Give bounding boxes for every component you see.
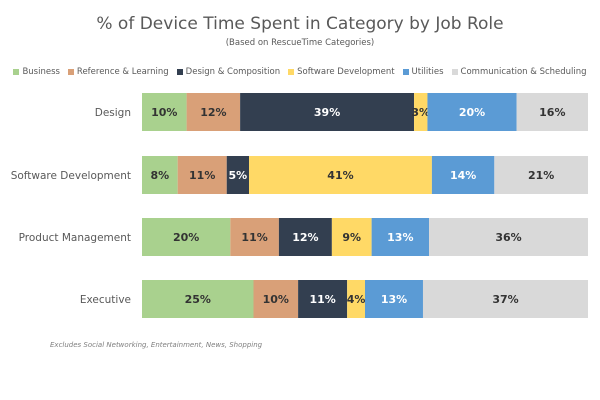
bar-segment <box>298 280 348 318</box>
data-label: 11% <box>309 293 335 306</box>
legend-swatch <box>451 69 458 75</box>
data-label: 41% <box>327 169 353 182</box>
legend-label: Utilities <box>411 67 444 77</box>
bar-segment <box>240 93 415 131</box>
data-label: 8% <box>150 169 169 182</box>
bar-segment <box>253 280 299 318</box>
data-label: 10% <box>263 293 289 306</box>
data-label: 11% <box>241 231 267 244</box>
legend-swatch <box>288 69 295 75</box>
legend-swatch <box>402 69 409 75</box>
bar-segment <box>331 218 372 256</box>
data-label: 21% <box>528 169 554 182</box>
data-label: 9% <box>342 231 361 244</box>
legend-swatch <box>67 69 74 75</box>
category-label: Software Development <box>11 170 131 182</box>
data-label: 37% <box>492 293 518 306</box>
legend-label: Software Development <box>297 67 395 77</box>
bar-segment <box>142 218 231 256</box>
legend-label: Communication & Scheduling <box>460 67 587 77</box>
bar-segment <box>371 218 430 256</box>
bar-segment <box>142 93 187 131</box>
category-label: Design <box>95 107 131 119</box>
legend: Business Reference & Learning Design & Com… <box>0 67 600 77</box>
bar-segment <box>422 280 588 318</box>
legend-label: Design & Composition <box>185 67 281 77</box>
legend-label: Business <box>22 67 60 77</box>
bar-segment <box>431 156 495 194</box>
data-label: 5% <box>229 169 248 182</box>
data-label: 3% <box>411 106 430 119</box>
category-label: Product Management <box>19 232 131 244</box>
bar-segment <box>142 156 178 194</box>
legend-item: Utilities <box>402 67 444 77</box>
data-label: 11% <box>189 169 215 182</box>
data-label: 13% <box>387 231 413 244</box>
bar-segment <box>230 218 279 256</box>
bar-segment <box>494 156 588 194</box>
bar-segment <box>427 93 517 131</box>
bar-segment <box>516 93 588 131</box>
data-label: 36% <box>495 231 521 244</box>
legend-swatch <box>176 69 183 75</box>
data-label: 20% <box>173 231 199 244</box>
bar-segment <box>414 93 428 131</box>
data-label: 39% <box>314 106 340 119</box>
legend-item: Communication & Scheduling <box>451 67 587 77</box>
legend-item: Design & Composition <box>176 67 281 77</box>
bar-segment <box>177 156 227 194</box>
legend-item: Business <box>13 67 60 77</box>
chart-title: % of Device Time Spent in Category by Jo… <box>96 14 504 34</box>
bar-segment <box>365 280 423 318</box>
legend-label: Reference & Learning <box>76 67 169 77</box>
data-label: 4% <box>347 293 366 306</box>
legend-item: Software Development <box>288 67 395 77</box>
data-label: 25% <box>185 293 211 306</box>
data-label: 16% <box>539 106 565 119</box>
bar-segment <box>249 156 432 194</box>
chart-subtitle: (Based on RescueTime Categories) <box>225 38 375 48</box>
bar-segment <box>278 218 332 256</box>
data-label: 14% <box>450 169 476 182</box>
bar-segment <box>429 218 588 256</box>
bar-segment <box>186 93 241 131</box>
legend-item: Reference & Learning <box>67 67 169 77</box>
data-label: 12% <box>292 231 318 244</box>
data-label: 20% <box>459 106 485 119</box>
bar-segment <box>226 156 250 194</box>
bar-segment <box>347 280 365 318</box>
data-label: 10% <box>151 106 177 119</box>
data-label: 13% <box>381 293 407 306</box>
legend-swatch <box>13 69 20 75</box>
footnote: Excludes Social Networking, Entertainmen… <box>50 341 263 349</box>
data-label: 12% <box>200 106 226 119</box>
category-label: Executive <box>80 294 131 306</box>
bar-segment <box>142 280 254 318</box>
